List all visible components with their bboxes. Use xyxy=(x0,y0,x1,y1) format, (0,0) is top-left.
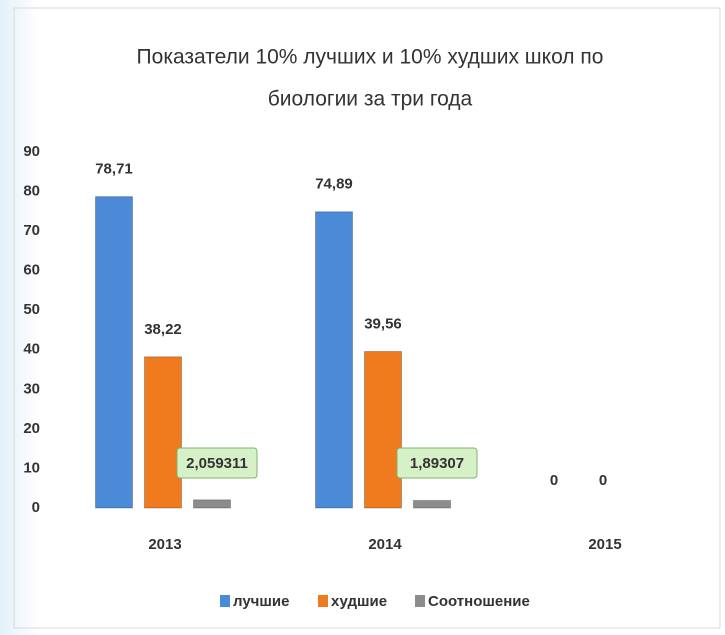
data-label: 2,059311 xyxy=(186,455,248,472)
data-label: 39,56 xyxy=(364,315,402,332)
bar xyxy=(315,211,353,509)
data-label: 78,71 xyxy=(95,161,133,178)
bar xyxy=(95,196,133,509)
chart-title: биологии за три года xyxy=(268,88,473,111)
data-label: 38,22 xyxy=(144,321,182,338)
bar xyxy=(413,500,451,509)
legend-label: Соотношение xyxy=(428,593,530,610)
x-tick-label: 2014 xyxy=(368,536,402,553)
chart-border xyxy=(13,7,721,629)
y-tick-label: 60 xyxy=(23,262,40,279)
chart-title: Показатели 10% лучших и 10% худших школ … xyxy=(137,46,604,69)
y-tick-label: 30 xyxy=(23,380,40,397)
bar xyxy=(364,351,402,509)
y-tick-label: 80 xyxy=(23,183,40,200)
legend-swatch xyxy=(415,595,425,607)
legend-label: худшие xyxy=(331,593,387,610)
edge-shade xyxy=(0,0,40,635)
legend-swatch xyxy=(318,595,328,607)
y-tick-label: 20 xyxy=(23,420,40,437)
data-label: 0 xyxy=(550,472,558,489)
x-tick-label: 2015 xyxy=(588,536,621,553)
x-tick-label: 2013 xyxy=(148,536,181,553)
data-label: 74,89 xyxy=(315,176,353,193)
label-callout xyxy=(176,447,258,479)
legend-label: лучшие xyxy=(233,593,289,610)
data-label: 0 xyxy=(599,472,607,489)
bar xyxy=(144,356,182,509)
y-tick-label: 0 xyxy=(32,499,40,516)
y-tick-label: 50 xyxy=(23,301,40,318)
bar xyxy=(193,499,231,509)
y-tick-label: 40 xyxy=(23,341,40,358)
legend-swatch xyxy=(220,595,230,607)
y-tick-label: 10 xyxy=(23,459,40,476)
y-tick-label: 90 xyxy=(23,143,40,160)
y-tick-label: 70 xyxy=(23,222,40,239)
label-callout xyxy=(396,447,478,479)
data-label: 1,89307 xyxy=(410,455,464,472)
